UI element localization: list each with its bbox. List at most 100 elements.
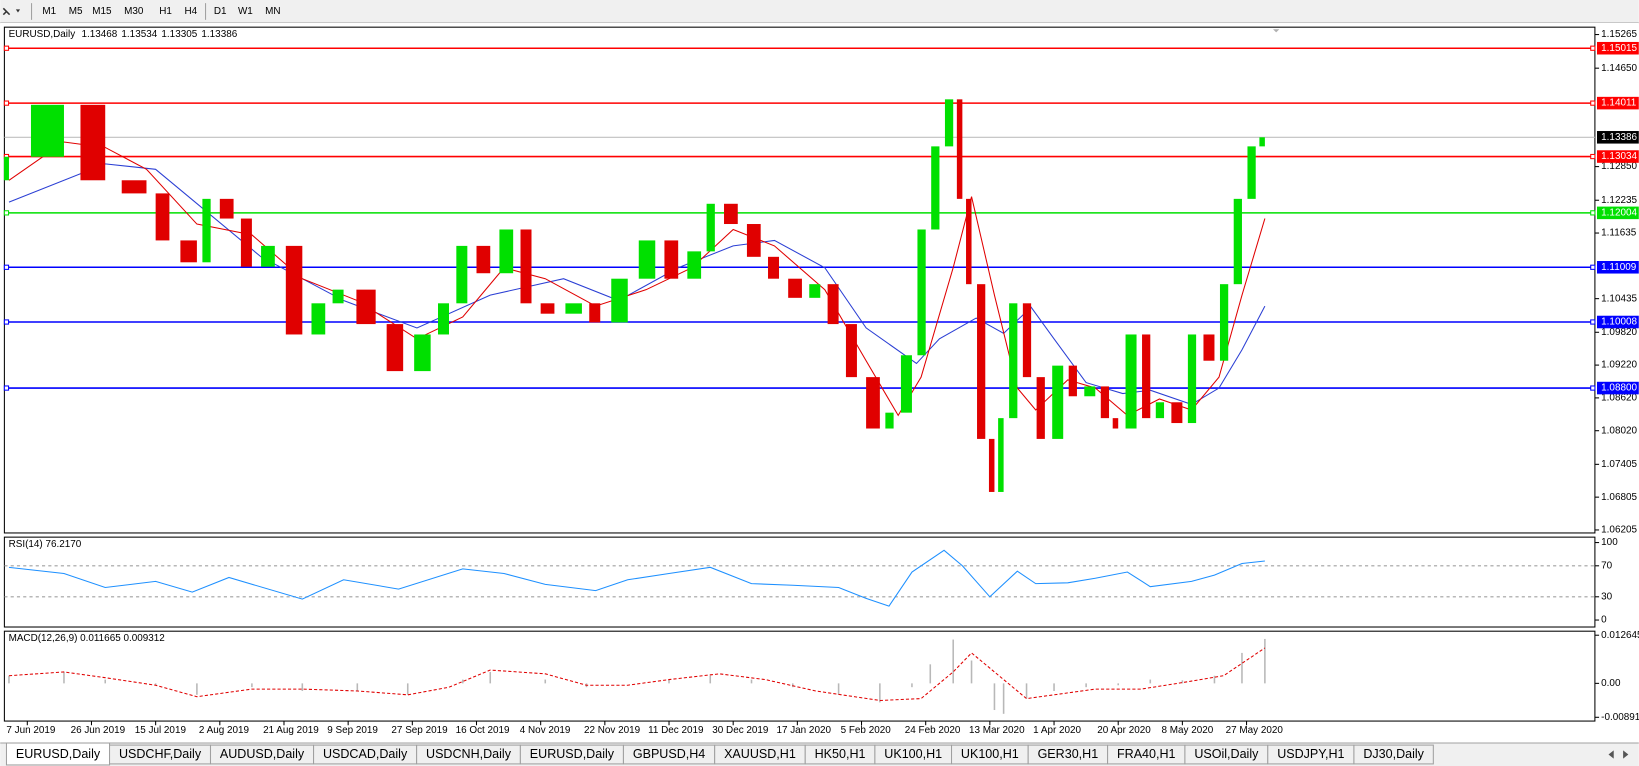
- candle-body: [687, 251, 702, 279]
- candle-body: [121, 180, 147, 194]
- y-tick-label: 1.12850: [1601, 161, 1637, 172]
- symbol-tab-label[interactable]: UK100,H1: [961, 747, 1019, 761]
- dropdown-arrow[interactable]: [15, 9, 21, 13]
- level-handle: [1590, 264, 1596, 270]
- level-handle: [1590, 45, 1596, 51]
- y-tick-label: 1.09820: [1601, 327, 1637, 338]
- candle-body: [944, 99, 954, 147]
- candle-body: [1259, 137, 1265, 147]
- candle-body: [311, 303, 326, 335]
- x-tick-label: 22 Nov 2019: [584, 725, 641, 736]
- candle-body: [332, 289, 344, 304]
- level-price-box: [1596, 206, 1639, 220]
- y-tick-label: 1.10435: [1601, 293, 1637, 304]
- y-tick-label: 1.09220: [1601, 360, 1637, 371]
- symbol-tab-label[interactable]: AUDUSD,Daily: [220, 747, 305, 761]
- candle-body: [456, 245, 468, 304]
- candle-body: [706, 203, 715, 252]
- y-tick-label: 1.14650: [1601, 63, 1637, 74]
- level-price-box: [1596, 261, 1639, 274]
- symbol-tab-label[interactable]: USDCNH,Daily: [426, 747, 512, 761]
- x-tick-label: 16 Oct 2019: [456, 725, 510, 736]
- current-price-box: [1596, 131, 1639, 144]
- candle-body: [885, 412, 894, 429]
- symbol-tab-label[interactable]: XAUUSD,H1: [724, 747, 796, 761]
- x-tick-label: 4 Nov 2019: [520, 725, 571, 736]
- y-tick-label: 1.12235: [1601, 195, 1637, 206]
- level-price-label: 1.08800: [1601, 383, 1637, 394]
- x-tick-label: 9 Sep 2019: [327, 725, 378, 736]
- y-tick-label: 1.06805: [1601, 492, 1637, 503]
- level-handle: [3, 100, 10, 106]
- x-tick-label: 1 Apr 2020: [1033, 725, 1081, 736]
- candle-body: [30, 104, 64, 157]
- timeframe-button[interactable]: M1: [42, 6, 56, 17]
- candle-body: [414, 334, 431, 372]
- level-price-box: [1596, 381, 1639, 395]
- symbol-tab-label[interactable]: EURUSD,Daily: [530, 747, 615, 761]
- symbol-tab-label[interactable]: UK100,H1: [884, 747, 942, 761]
- timeframe-button[interactable]: M5: [69, 6, 83, 17]
- level-handle: [3, 385, 10, 391]
- timeframe-button[interactable]: W1: [238, 6, 253, 17]
- candle-body: [155, 193, 170, 241]
- candle-body: [1125, 334, 1137, 429]
- x-tick-label: 8 May 2020: [1161, 725, 1213, 736]
- symbol-tab-label[interactable]: GER30,H1: [1038, 747, 1099, 761]
- y-tick-label: 30: [1601, 591, 1613, 602]
- candle-body: [788, 278, 802, 298]
- candle-body: [1247, 146, 1256, 199]
- x-tick-label: 15 Jul 2019: [135, 725, 187, 736]
- toolbar: [0, 0, 1639, 23]
- symbol-tab-label[interactable]: USDJPY,H1: [1277, 747, 1344, 761]
- x-tick-label: 5 Feb 2020: [841, 725, 892, 736]
- candle-body: [611, 278, 628, 323]
- y-tick-label: 1.07405: [1601, 459, 1637, 470]
- x-tick-label: 30 Dec 2019: [712, 725, 769, 736]
- timeframe-button[interactable]: MN: [265, 6, 280, 17]
- timeframe-button[interactable]: M15: [92, 6, 112, 17]
- candle-body: [746, 224, 761, 257]
- symbol-tab-label[interactable]: USDCAD,Daily: [323, 747, 408, 761]
- candle-body: [240, 218, 252, 267]
- x-tick-label: 24 Feb 2020: [905, 725, 961, 736]
- y-tick-label: 1.08620: [1601, 393, 1637, 404]
- timeframe-button[interactable]: D1: [214, 6, 227, 17]
- level-price-box: [1596, 315, 1639, 329]
- tab-scroll[interactable]: [1608, 750, 1629, 759]
- candle-body: [180, 240, 197, 263]
- level-handle: [1590, 153, 1596, 160]
- chart-symbol: EURUSD,Daily: [9, 29, 76, 40]
- symbol-tab-label[interactable]: DJ30,Daily: [1363, 747, 1424, 761]
- candle-body: [866, 377, 880, 429]
- main-panel: [3, 26, 1596, 534]
- level-price-box: [1596, 41, 1639, 55]
- candle-body: [1203, 334, 1215, 361]
- level-price-label: 1.10008: [1601, 317, 1637, 328]
- symbol-tab[interactable]: [1353, 744, 1434, 765]
- symbol-tab-label[interactable]: GBPUSD,H4: [633, 747, 705, 761]
- y-tick-label: 0: [1601, 615, 1607, 626]
- candle-body: [1171, 402, 1183, 424]
- symbol-tab-label[interactable]: HK50,H1: [815, 747, 866, 761]
- level-price-label: 1.13034: [1601, 151, 1637, 162]
- level-handle: [1590, 210, 1596, 216]
- symbol-tab-label[interactable]: USOil,Daily: [1194, 747, 1259, 761]
- candle-body: [386, 324, 404, 372]
- symbol-tab-label[interactable]: FRA40,H1: [1117, 747, 1176, 761]
- level-handle: [3, 210, 10, 216]
- symbol-tab-label[interactable]: EURUSD,Daily: [16, 747, 101, 761]
- timeframe-button[interactable]: H1: [159, 6, 172, 17]
- cursor-icon[interactable]: [2, 7, 11, 16]
- x-tick-label: 13 Mar 2020: [969, 725, 1025, 736]
- current-price-label: 1.13386: [1601, 132, 1637, 143]
- timeframe-button[interactable]: H4: [184, 6, 197, 17]
- timeframe-button[interactable]: M30: [124, 6, 144, 17]
- candle-body: [956, 99, 963, 199]
- level-handle: [3, 45, 10, 51]
- candle-body: [1052, 365, 1064, 439]
- symbol-tab-label[interactable]: USDCHF,Daily: [119, 747, 202, 761]
- level-price-label: 1.12004: [1601, 207, 1637, 218]
